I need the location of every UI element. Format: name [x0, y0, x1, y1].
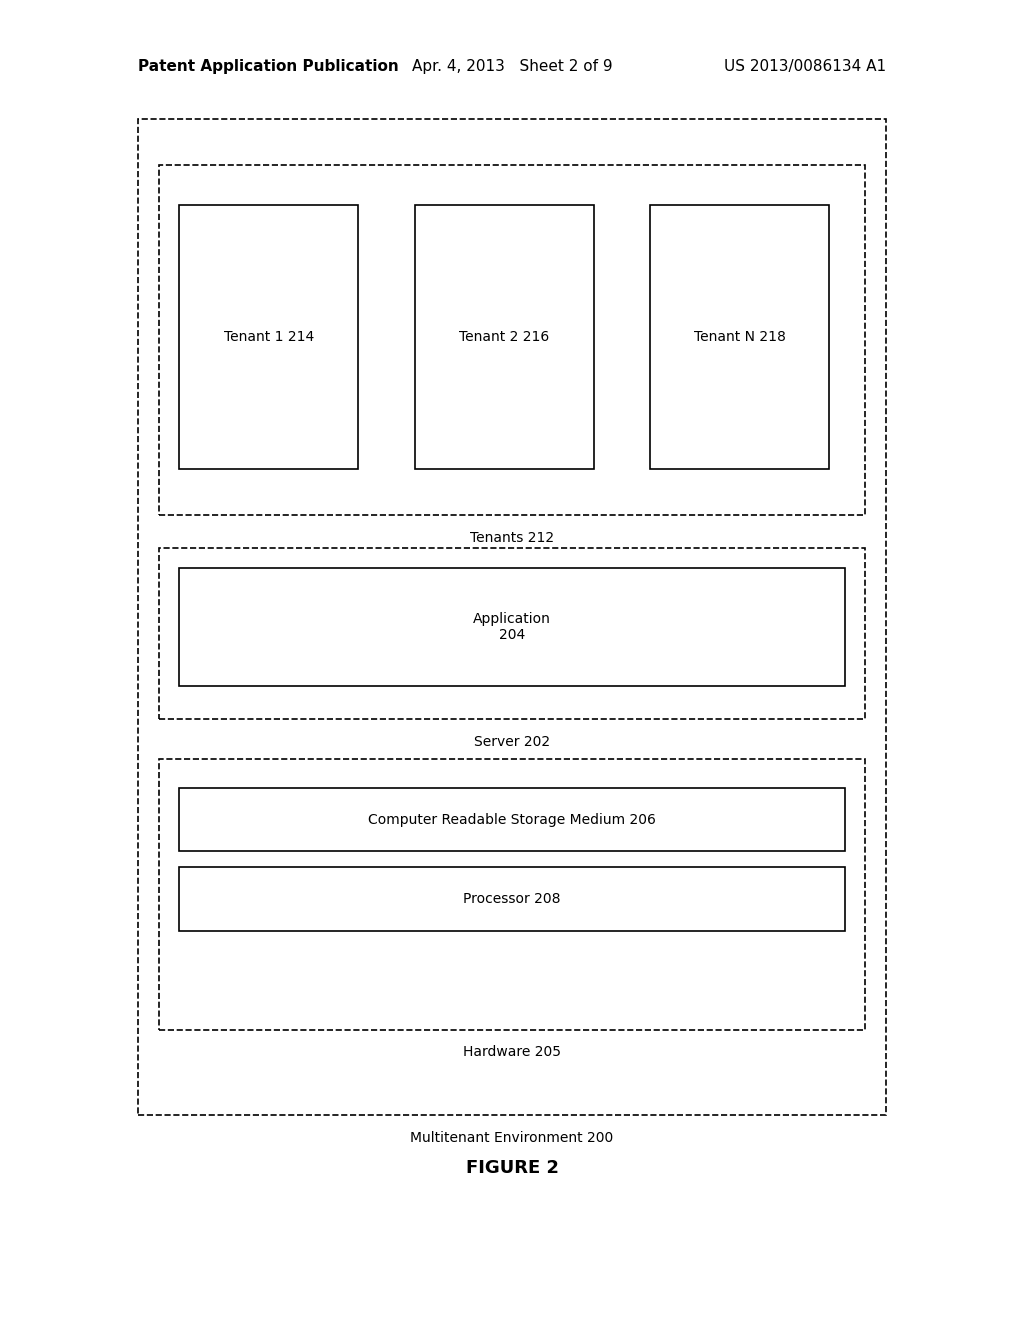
FancyBboxPatch shape [179, 788, 845, 851]
Text: Computer Readable Storage Medium 206: Computer Readable Storage Medium 206 [368, 813, 656, 826]
FancyBboxPatch shape [179, 205, 358, 469]
Text: Multitenant Environment 200: Multitenant Environment 200 [411, 1131, 613, 1146]
Text: FIGURE 2: FIGURE 2 [466, 1159, 558, 1177]
FancyBboxPatch shape [138, 119, 886, 1115]
FancyBboxPatch shape [159, 548, 865, 719]
Text: Patent Application Publication: Patent Application Publication [138, 59, 399, 74]
Text: Tenant N 218: Tenant N 218 [694, 330, 785, 343]
Text: Tenant 2 216: Tenant 2 216 [459, 330, 550, 343]
Text: Application
204: Application 204 [473, 612, 551, 642]
Text: Apr. 4, 2013   Sheet 2 of 9: Apr. 4, 2013 Sheet 2 of 9 [412, 59, 612, 74]
Text: Processor 208: Processor 208 [463, 892, 561, 906]
FancyBboxPatch shape [179, 568, 845, 686]
Text: US 2013/0086134 A1: US 2013/0086134 A1 [724, 59, 886, 74]
FancyBboxPatch shape [650, 205, 829, 469]
Text: Hardware 205: Hardware 205 [463, 1045, 561, 1060]
Text: Tenant 1 214: Tenant 1 214 [223, 330, 314, 343]
FancyBboxPatch shape [415, 205, 594, 469]
Text: Server 202: Server 202 [474, 735, 550, 750]
Text: Tenants 212: Tenants 212 [470, 531, 554, 545]
FancyBboxPatch shape [159, 759, 865, 1030]
FancyBboxPatch shape [179, 867, 845, 931]
FancyBboxPatch shape [159, 165, 865, 515]
